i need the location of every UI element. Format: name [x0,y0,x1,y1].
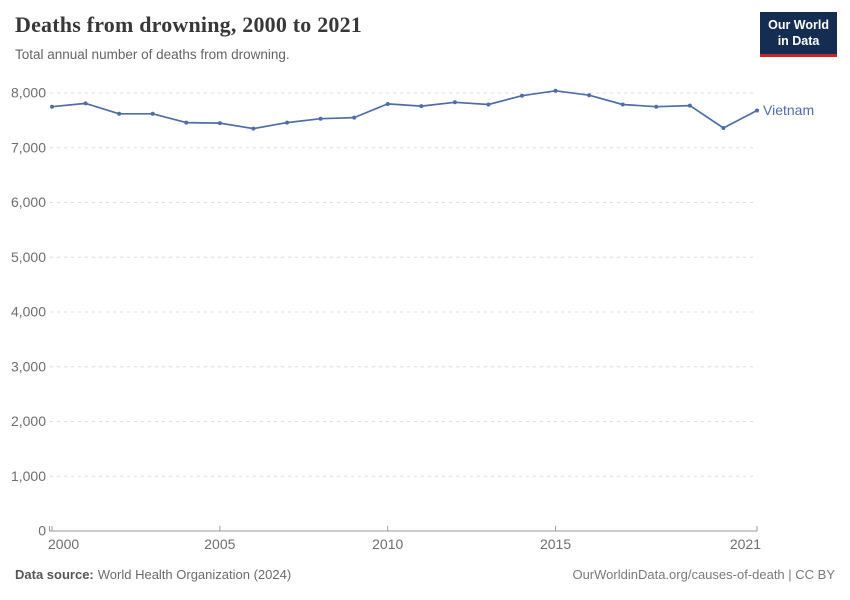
y-tick-label: 1,000 [11,468,46,484]
page-title: Deaths from drowning, 2000 to 2021 [15,12,362,37]
owid-logo: Our World in Data [760,12,837,57]
data-point [117,111,122,116]
data-point [687,103,692,108]
y-tick-label: 3,000 [11,358,46,374]
y-tick-label: 4,000 [11,304,46,320]
y-tick-label: 6,000 [11,194,46,210]
chart-header: Deaths from drowning, 2000 to 2021 Total… [0,0,850,68]
data-source: Data source: World Health Organization (2… [15,567,291,582]
chart-subtitle: Total annual number of deaths from drown… [15,47,290,62]
data-point [553,88,558,93]
y-tick-label: 0 [38,523,46,539]
data-point [755,108,759,113]
y-tick-label: 7,000 [11,139,46,155]
data-point [587,93,592,98]
x-axis: 2000 2005 2010 2015 2021 [48,526,761,552]
data-point [654,104,659,109]
chart-canvas: 0 1,000 2,000 3,000 4,000 5,000 6,000 7,000 8,00… [11,85,814,553]
data-point [318,116,323,121]
data-point [419,104,424,109]
x-tick-label: 2021 [730,536,761,552]
attribution-text: OurWorldinData.org/causes-of-death | CC … [572,567,835,582]
data-source-label: Data source: [15,567,94,582]
data-point [184,120,189,125]
data-point [452,100,457,105]
x-tick-label: 2015 [540,536,571,552]
x-tick-label: 2000 [48,536,79,552]
x-tick-label: 2005 [204,536,235,552]
logo-line-1: Our World [768,18,829,32]
data-point [721,126,726,131]
x-tick-label: 2010 [372,536,403,552]
data-point [50,104,54,109]
data-point [385,101,390,106]
logo-line-2: in Data [777,34,820,49]
series-vietnam: Vietnam [50,88,814,131]
data-point [285,120,289,125]
y-tick-label: 5,000 [11,249,46,265]
series-line [51,89,758,130]
data-point [83,101,88,106]
data-point [217,121,222,126]
data-point [620,102,625,107]
data-point [520,93,524,98]
chart-footer: Data source: World Health Organization (2… [15,567,835,582]
data-point [486,102,491,107]
y-tick-label: 2,000 [11,413,46,429]
line-chart: 0 1,000 2,000 3,000 4,000 5,000 6,000 7,000 8,00… [0,68,850,560]
data-point [251,126,256,131]
y-gridlines: 0 1,000 2,000 3,000 4,000 5,000 6,000 7,000 8,00… [11,85,757,539]
data-point [352,115,357,120]
data-source-value: World Health Organization (2024) [97,567,292,582]
y-tick-label: 8,000 [11,85,46,101]
series-label: Vietnam [763,102,814,118]
data-point [150,111,155,116]
